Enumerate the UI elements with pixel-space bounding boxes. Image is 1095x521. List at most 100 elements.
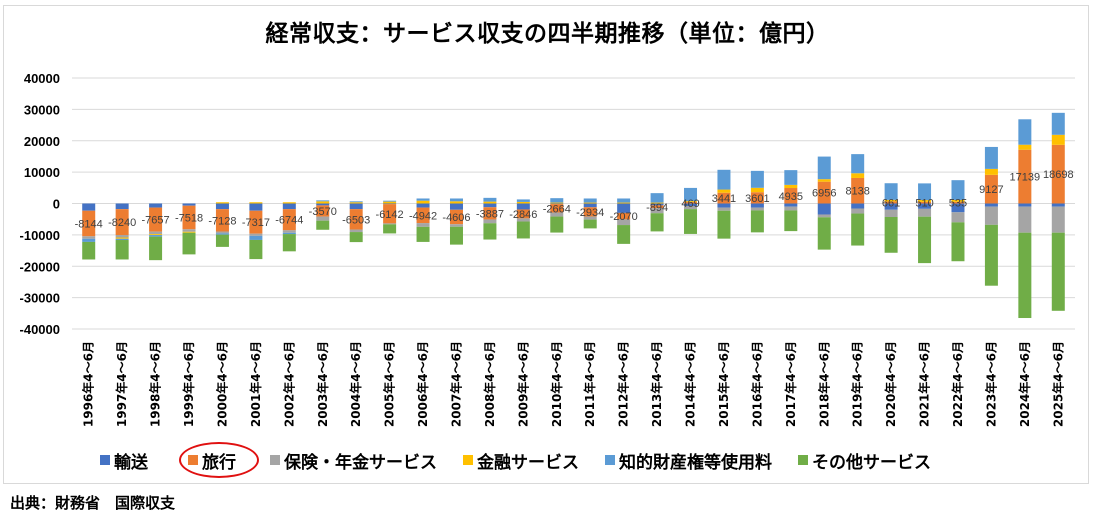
bar-segment-other-services [1018, 232, 1032, 319]
bar-segment-travel [483, 207, 497, 220]
x-tick-label: 2025年4～6月 [1050, 341, 1065, 427]
bar-segment-travel [884, 201, 898, 204]
x-tick-label: 2007年4～6月 [448, 341, 463, 427]
x-tick-label: 2021年4～6月 [917, 341, 932, 427]
x-tick-label: 2005年4～6月 [382, 341, 397, 427]
bar-segment-insurance-pension [249, 233, 263, 236]
legend-item: 輸送 [100, 448, 148, 473]
bar-segment-travel [182, 205, 196, 230]
bar-segment-financial [918, 200, 932, 202]
bar-segment-financial [951, 199, 965, 202]
bar-segment-insurance-pension [918, 208, 932, 217]
bar-segment-financial [182, 231, 196, 233]
bar-segment-travel [784, 188, 798, 204]
bar-segment-other-services [617, 225, 631, 244]
highlight-circle [179, 441, 259, 478]
data-label: 510 [915, 198, 933, 210]
bar-segment-ip-royalties [349, 201, 363, 203]
bar-segment-other-services [984, 224, 998, 286]
bar-segment-travel [650, 205, 664, 209]
legend-swatch [463, 455, 473, 465]
x-tick-label: 2013年4～6月 [649, 341, 664, 427]
bar-segment-insurance-pension [1051, 206, 1065, 233]
data-labels: -8144 -8240 -7657 -7518 -7128 -7317 -6744 -3570… [75, 169, 1074, 230]
bar-segment-financial [617, 202, 631, 204]
bar-segment-financial [149, 234, 163, 236]
x-tick-label: 2023年4～6月 [983, 341, 998, 427]
bar-segment-travel [82, 210, 96, 237]
bar-segment-other-services [516, 221, 530, 239]
bar-segment-transport [750, 203, 764, 208]
bar-segment-travel [1018, 149, 1032, 204]
bar-segment-insurance-pension [583, 216, 597, 220]
bar-segment-transport [483, 203, 497, 208]
data-label: -2934 [576, 207, 604, 219]
data-label: -6142 [376, 209, 404, 221]
bar-segment-transport [851, 203, 865, 209]
gridlines [72, 77, 1075, 330]
data-label: 4935 [779, 191, 803, 203]
data-label: 3601 [745, 193, 769, 205]
bar-segment-transport [650, 203, 664, 206]
bar-segment-ip-royalties [884, 183, 898, 200]
data-label: 3441 [712, 193, 736, 205]
bar-segment-financial [750, 187, 764, 193]
bar-segment-travel [817, 181, 831, 204]
bar-segment-ip-royalties [617, 198, 631, 203]
bar-segment-ip-royalties [516, 199, 530, 202]
bar-segment-financial [884, 199, 898, 202]
bar-segment-financial [550, 202, 564, 204]
bar-segment-ip-royalties [550, 198, 564, 203]
bar-segment-transport [884, 203, 898, 210]
bar-segment-transport [349, 203, 363, 210]
bar-segment-other-services [182, 232, 196, 255]
legend: 輸送 旅行 保険・年金サービス 金融サービス 知的財産権等使用料 その他サービス [100, 441, 957, 478]
bar-segment-insurance-pension [416, 223, 430, 227]
y-tick-label: 10000 [24, 165, 60, 180]
bar-segment-transport [617, 203, 631, 213]
bar-segment-other-services [851, 213, 865, 246]
bar-segment-other-services [282, 234, 296, 252]
bar-segment-ip-royalties [817, 156, 831, 180]
legend-swatch [798, 455, 808, 465]
bar-segment-financial [349, 202, 363, 204]
bar-segment-travel [149, 207, 163, 232]
bar-segment-ip-royalties [149, 235, 163, 237]
bar-segment-other-services [149, 236, 163, 261]
legend-item: 保険・年金サービス [270, 448, 437, 473]
bar-segment-financial [684, 201, 698, 203]
x-tick-label: 1996年4～6月 [81, 341, 96, 427]
bar-segment-financial [483, 201, 497, 204]
x-axis-tick-labels: 1996年4～6月 1997年4～6月 1998年4～6月 1999年4～6月 2000… [81, 341, 1066, 427]
x-tick-label: 2000年4～6月 [214, 341, 229, 427]
bar-segment-other-services [918, 216, 932, 264]
bar-segment-transport [383, 203, 397, 205]
bar-segment-insurance-pension [182, 229, 196, 232]
y-axis-tick-labels: 40000 30000 20000 10000 0 -10000 -20000 -30000 -… [20, 71, 60, 337]
bar-segment-insurance-pension [750, 207, 764, 211]
bar-segment-insurance-pension [851, 208, 865, 214]
bar-segment-insurance-pension [951, 212, 965, 223]
bar-segment-travel [349, 209, 363, 230]
bar-segment-insurance-pension [483, 219, 497, 224]
bar-segment-insurance-pension [650, 208, 664, 214]
data-label: 661 [882, 197, 900, 209]
bar-segment-travel [583, 207, 597, 217]
bar-segment-transport [182, 203, 196, 206]
bar-segment-insurance-pension [383, 223, 397, 225]
bar-segment-travel [717, 192, 731, 204]
legend-label: その他サービス [812, 452, 931, 473]
bar-segment-other-services [550, 216, 564, 233]
bar-segment-travel [316, 205, 330, 217]
bar-segment-other-services [316, 220, 330, 230]
x-tick-label: 2020年4～6月 [883, 341, 898, 427]
x-tick-label: 2004年4～6月 [348, 341, 363, 427]
bar-segment-ip-royalties [650, 193, 664, 203]
bar-segment-ip-royalties [684, 187, 698, 202]
bar-segment-financial [650, 202, 664, 204]
bar-segment-insurance-pension [784, 206, 798, 211]
bars [82, 112, 1065, 319]
bar-segment-other-services [951, 222, 965, 262]
bar-segment-travel [249, 210, 263, 234]
bar-segment-other-services [383, 224, 397, 234]
